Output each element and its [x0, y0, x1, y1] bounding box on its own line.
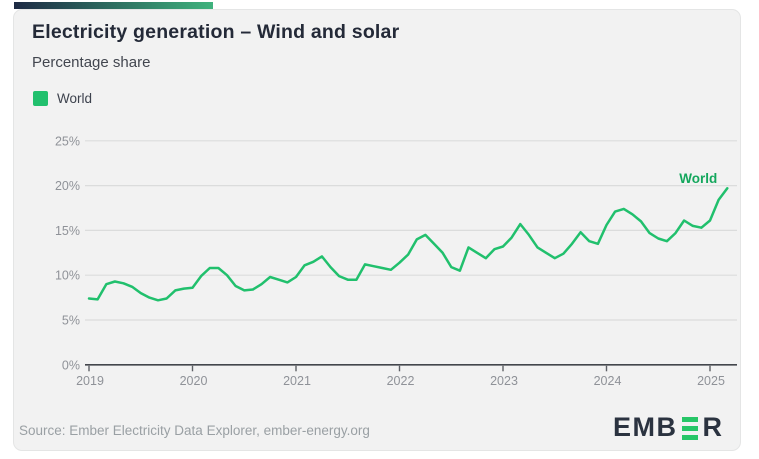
legend-label: World — [57, 91, 93, 106]
ember-logo-text-r: R — [702, 412, 724, 442]
chart-subtitle: Percentage share — [32, 54, 151, 71]
x-axis-label-2021: 2021 — [283, 374, 311, 388]
legend-item-world[interactable]: World — [33, 91, 92, 106]
ember-logo: EMB R — [613, 412, 724, 443]
x-axis-label-2020: 2020 — [180, 374, 208, 388]
source-attribution: Source: Ember Electricity Data Explorer,… — [19, 423, 370, 438]
x-axis-label-2019: 2019 — [76, 374, 104, 388]
ember-logo-text-emb: EMB — [613, 412, 678, 442]
legend-swatch-icon — [33, 91, 48, 106]
series-end-label-world: World — [679, 171, 717, 186]
ember-logo-e-bars-icon — [681, 417, 698, 440]
y-axis-label-0%: 0% — [62, 358, 80, 372]
world-series-line[interactable] — [87, 187, 729, 302]
y-axis-label-25%: 25% — [55, 134, 80, 148]
x-axis-label-2022: 2022 — [387, 374, 415, 388]
x-axis-label-2024: 2024 — [594, 374, 622, 388]
y-axis-label-20%: 20% — [55, 179, 80, 193]
chart-title: Electricity generation – Wind and solar — [32, 21, 400, 43]
y-axis-label-15%: 15% — [55, 224, 80, 238]
y-axis-label-5%: 5% — [62, 314, 80, 328]
accent-gradient-bar — [14, 2, 213, 9]
x-axis-label-2023: 2023 — [490, 374, 518, 388]
y-axis-label-10%: 10% — [55, 269, 80, 283]
x-axis-label-2025: 2025 — [697, 374, 725, 388]
